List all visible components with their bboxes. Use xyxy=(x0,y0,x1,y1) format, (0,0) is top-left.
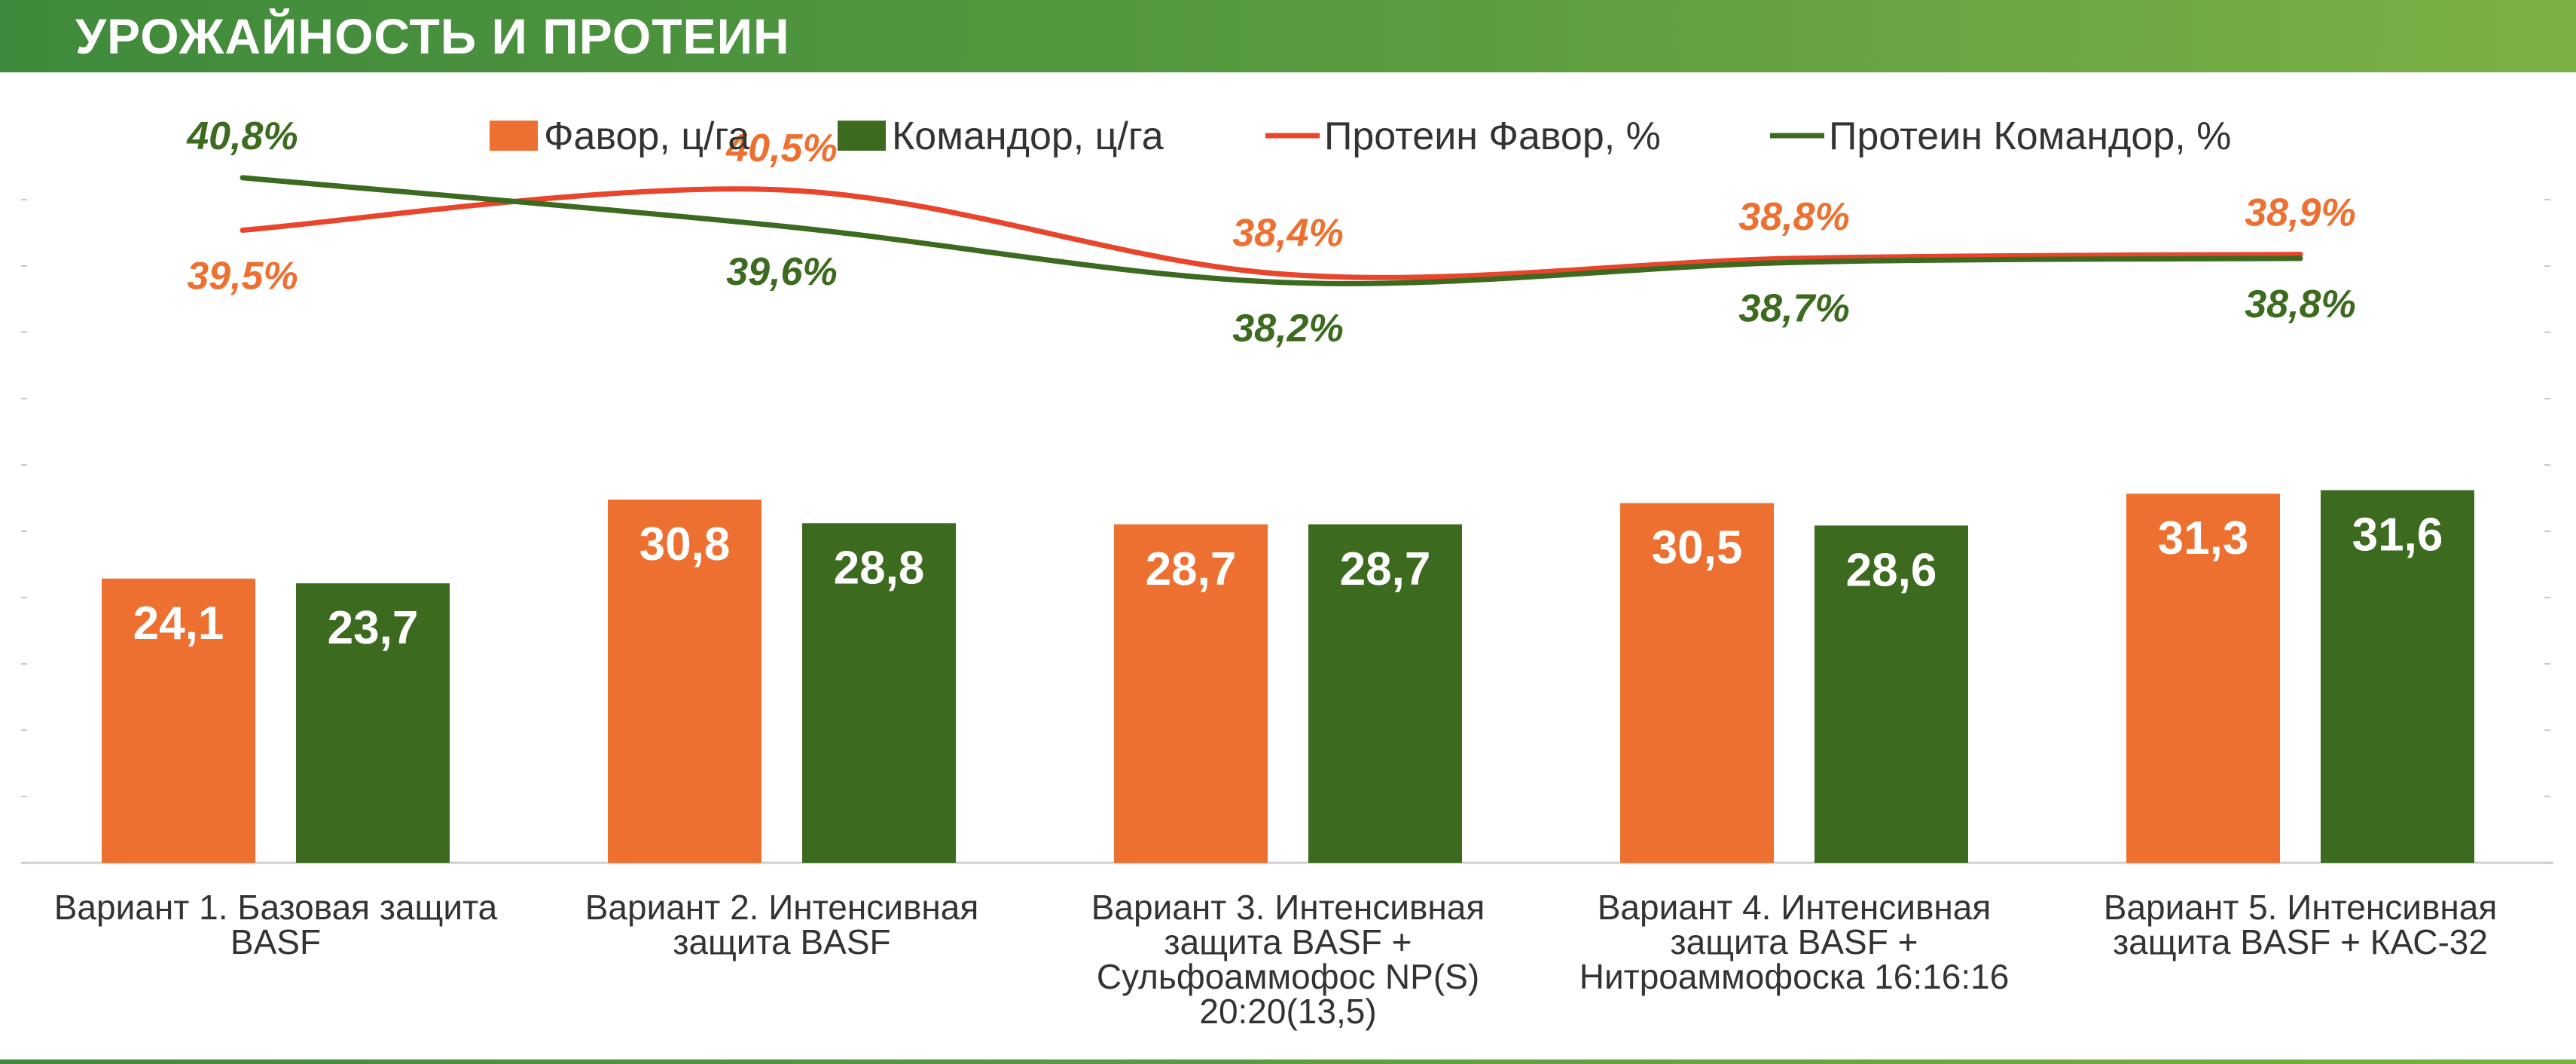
protein-line xyxy=(240,186,2303,280)
bar-data-label: 31,6 xyxy=(2352,509,2443,561)
line-data-label: 38,7% xyxy=(1738,286,1849,330)
category-label: Вариант 4. Интенсивная защита BASF + Нитро… xyxy=(1579,888,2010,996)
line-data-label: 38,8% xyxy=(2245,283,2355,326)
category-label: Вариант 1. Базовая защита BASF xyxy=(54,888,498,962)
bar xyxy=(296,583,450,863)
category-label-line: 20:20(13,5) xyxy=(1199,992,1376,1031)
bar xyxy=(2126,494,2280,863)
category-labels: Вариант 1. Базовая защита BASF Вариант 2. … xyxy=(54,888,2498,1031)
legend: Фавор, ц/га Командор, ц/га Протеин Фавор, … xyxy=(490,115,2231,158)
category-label-line: BASF xyxy=(230,922,321,962)
bar-data-label: 23,7 xyxy=(328,602,419,654)
bar xyxy=(1114,524,1268,863)
bar xyxy=(1814,525,1968,863)
line-data-label: 38,9% xyxy=(2245,191,2355,235)
bar-data-label: 28,7 xyxy=(1340,543,1431,595)
bar xyxy=(1620,503,1774,863)
bar xyxy=(802,523,956,863)
category-label-line: Сульфоаммофос NP(S) xyxy=(1097,957,1479,996)
bar-data-label: 30,8 xyxy=(639,518,731,570)
category-label-line: защита BASF xyxy=(673,922,890,962)
category-label: Вариант 5. Интенсивная защита BASF + КАС-… xyxy=(2104,888,2498,962)
bar-data-label: 24,1 xyxy=(133,598,224,650)
lines-layer xyxy=(240,175,2303,286)
category-label-line: защита BASF + xyxy=(1164,922,1412,962)
legend-label: Протеин Фавор, % xyxy=(1324,115,1661,158)
bar-data-label: 28,8 xyxy=(834,542,925,594)
category-label-line: Вариант 5. Интенсивная xyxy=(2104,888,2498,927)
category-label-line: Вариант 3. Интенсивная xyxy=(1091,888,1485,927)
legend-label: Протеин Командор, % xyxy=(1829,115,2231,158)
protein-line xyxy=(240,175,2303,286)
bar xyxy=(2321,490,2474,863)
bars-layer xyxy=(102,490,2474,863)
category-label-line: Вариант 1. Базовая защита xyxy=(54,888,498,927)
line-data-label: 40,8% xyxy=(186,115,298,158)
bar-data-label: 30,5 xyxy=(1652,522,1743,574)
category-label-line: защита BASF + xyxy=(1671,922,1918,962)
line-data-label: 40,5% xyxy=(725,127,837,170)
category-label-line: защита BASF + КАС-32 xyxy=(2113,922,2488,962)
bar xyxy=(1308,524,1462,863)
line-data-label: 38,2% xyxy=(1232,307,1343,350)
category-label: Вариант 3. Интенсивная защита BASF + Сульф… xyxy=(1091,888,1485,1031)
line-data-label: 38,8% xyxy=(1738,195,1849,239)
category-label-line: Вариант 2. Интенсивная xyxy=(585,888,979,927)
bar-data-label: 31,3 xyxy=(2158,512,2249,564)
line-data-label: 39,6% xyxy=(726,250,837,294)
bar-data-label: 28,7 xyxy=(1146,543,1237,595)
header-banner: УРОЖАЙНОСТЬ И ПРОТЕИН xyxy=(0,0,2576,72)
legend-label: Фавор, ц/га xyxy=(544,115,749,158)
category-label: Вариант 2. Интенсивная защита BASF xyxy=(585,888,979,962)
legend-label: Командор, ц/га xyxy=(892,115,1164,158)
bar-data-label: 28,6 xyxy=(1846,544,1937,596)
category-label-line: Вариант 4. Интенсивная xyxy=(1598,888,1992,927)
page-title: УРОЖАЙНОСТЬ И ПРОТЕИН xyxy=(75,8,790,64)
bar xyxy=(102,578,255,863)
legend-swatch xyxy=(838,121,886,151)
legend-swatch xyxy=(490,121,538,151)
bar xyxy=(608,499,762,863)
footer-bar xyxy=(0,1059,2576,1064)
line-data-label: 39,5% xyxy=(187,254,298,298)
category-label-line: Нитроаммофоска 16:16:16 xyxy=(1579,957,2010,996)
line-data-label: 38,4% xyxy=(1232,211,1343,255)
labels-layer: 24,1 30,8 28,7 30,5 31,3 23,7 28,8 28,7 28,6 31,6… xyxy=(133,115,2443,654)
